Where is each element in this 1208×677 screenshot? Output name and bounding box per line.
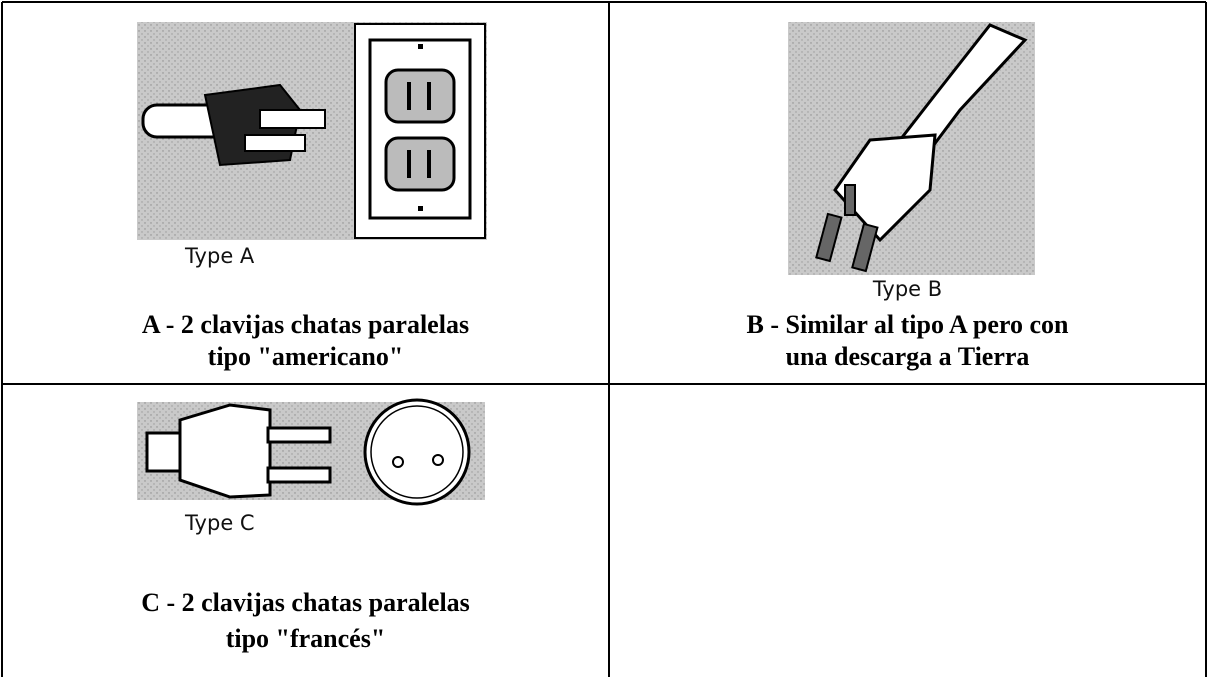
image-label: Type B — [872, 277, 943, 301]
plug-a-image — [137, 22, 487, 240]
caption-line: C - 2 clavijas chatas paralelas — [141, 588, 470, 617]
plug-b-image — [788, 22, 1035, 275]
caption-line: tipo "francés" — [225, 624, 386, 653]
image-label: Type A — [185, 244, 255, 268]
caption-line: B - Similar al tipo A pero con — [746, 310, 1069, 339]
caption-line: tipo "americano" — [207, 342, 404, 371]
caption-line: una descarga a Tierra — [785, 342, 1030, 371]
plug-c-image — [137, 398, 485, 506]
caption-line: A - 2 clavijas chatas paralelas — [141, 310, 470, 339]
image-label: Type C — [185, 511, 255, 535]
